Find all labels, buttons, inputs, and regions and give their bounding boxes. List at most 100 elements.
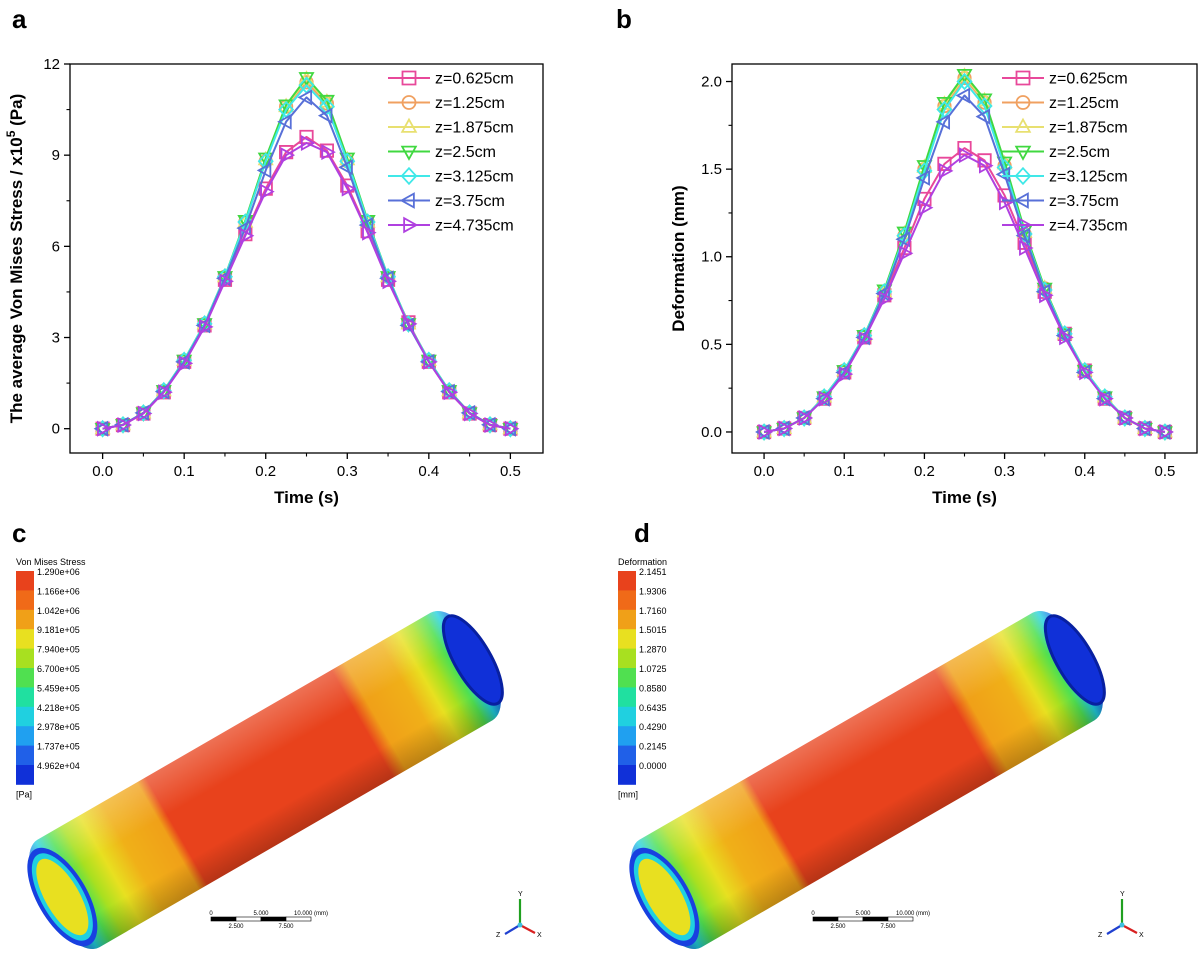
data-point (382, 273, 398, 290)
data-point (1019, 239, 1034, 257)
data-point (297, 89, 313, 106)
data-point (501, 420, 516, 437)
legend-marker (401, 95, 417, 110)
data-point (362, 224, 377, 241)
colorbar-label: 2.978e+05 (37, 722, 80, 732)
colorbar-swatch (16, 668, 34, 688)
data-point (380, 271, 397, 286)
colorbar-label: 1.7160 (639, 606, 667, 616)
legend-entry-1: z=1.25cm (1002, 95, 1119, 112)
data-point (999, 194, 1014, 211)
data-point (878, 290, 894, 307)
data-point (1115, 409, 1131, 426)
triad-origin (1119, 922, 1125, 928)
colorbar-swatch (618, 687, 636, 708)
x-tick-label: 0.4 (1074, 463, 1095, 480)
data-point (955, 87, 971, 104)
legend-entry-1: z=1.25cm (388, 95, 505, 112)
legend-label: z=2.5cm (435, 144, 496, 161)
data-point (976, 93, 993, 109)
legend-label: z=4.735cm (1049, 218, 1128, 235)
data-point (420, 354, 437, 370)
colorbar-swatch (618, 668, 636, 688)
data-point (402, 315, 418, 332)
x-tick-label: 0.4 (418, 463, 439, 480)
data-point (1039, 287, 1054, 304)
data-point (318, 97, 335, 116)
triad-z-label: Z (496, 932, 501, 939)
panel-letter-c: c (12, 518, 27, 548)
data-point (441, 385, 458, 400)
scale-segment (210, 916, 237, 922)
colorbar-label: 1.737e+05 (37, 742, 80, 752)
triad-y-label: Y (1120, 891, 1125, 898)
y-tick-label: 9 (52, 147, 60, 164)
cylinder-shading (29, 611, 501, 949)
colorbar-label: 1.9306 (639, 586, 667, 596)
legend-entry-2: z=1.875cm (388, 117, 514, 137)
colorbar-label: 0.6435 (639, 703, 667, 713)
legend-label: z=1.25cm (435, 95, 505, 112)
scale-bar: 0 5.000 10.000 (mm) 2.500 7.500 (209, 911, 328, 930)
data-point (260, 183, 275, 200)
colorbar-swatch (16, 706, 34, 727)
data-point (317, 107, 333, 124)
data-point (815, 390, 830, 407)
scale-label: 2.500 (228, 924, 244, 930)
data-point (338, 159, 353, 176)
scale-segment (260, 916, 287, 922)
colorbar-label: 6.700e+05 (37, 664, 80, 674)
x-tick-label: 0.3 (337, 463, 358, 480)
scale-label: 10.000 (mm) (294, 911, 328, 917)
colorbar-swatch (618, 706, 636, 727)
data-point (935, 113, 951, 130)
data-point (895, 231, 910, 248)
triad-z-axis (1106, 924, 1123, 935)
data-point (1159, 423, 1174, 441)
x-tick-label: 0.5 (500, 463, 521, 480)
colorbar-label: 1.042e+06 (37, 606, 80, 616)
data-point (219, 273, 234, 290)
legend-marker (401, 70, 417, 86)
colorbar-swatch (618, 745, 636, 766)
scale-segment (285, 916, 312, 922)
deformation-chart: 0.0 0.1 0.2 0.3 0.4 0.5 0.0 0.5 1.0 1.5 2.0 Time (s… (669, 63, 1198, 507)
data-point (918, 199, 934, 216)
data-point (319, 96, 334, 111)
colorbar-label: 0.8580 (639, 683, 667, 693)
data-point (199, 318, 214, 335)
y-tick-label: 1.5 (701, 161, 722, 178)
x-tick-label: 0.0 (92, 463, 113, 480)
legend-entry-6: z=4.735cm (388, 216, 514, 235)
data-point (1139, 420, 1154, 437)
legend-marker (1017, 216, 1033, 234)
y-tick-label: 6 (52, 238, 60, 255)
x-tick-label: 0.2 (914, 463, 935, 480)
legend-entry-0: z=0.625cm (1002, 71, 1128, 88)
scale-segment (235, 916, 262, 922)
legend-entry-3: z=2.5cm (1002, 144, 1110, 161)
legend-label: z=3.75cm (1049, 193, 1119, 210)
x-axis-title: Time (s) (932, 488, 997, 507)
data-point (215, 270, 231, 287)
legend-marker (1015, 95, 1031, 110)
legend-entry-3: z=2.5cm (388, 144, 496, 161)
data-point (938, 162, 954, 179)
colorbar-swatch (16, 590, 34, 611)
data-point (1119, 409, 1134, 426)
colorbar-swatch (618, 648, 636, 669)
colorbar-swatch (16, 765, 34, 785)
data-point (137, 405, 153, 422)
data-point (778, 420, 794, 437)
data-point (958, 147, 974, 164)
data-point (443, 384, 459, 401)
scale-segment (837, 916, 864, 922)
panel-letter-a: a (12, 4, 27, 34)
data-point (1015, 227, 1031, 244)
legend-label: z=1.875cm (435, 120, 514, 137)
colorbar-swatch (618, 726, 636, 746)
colorbar-swatch (16, 648, 34, 669)
legend-label: z=0.625cm (1049, 71, 1128, 88)
data-point (298, 72, 315, 87)
